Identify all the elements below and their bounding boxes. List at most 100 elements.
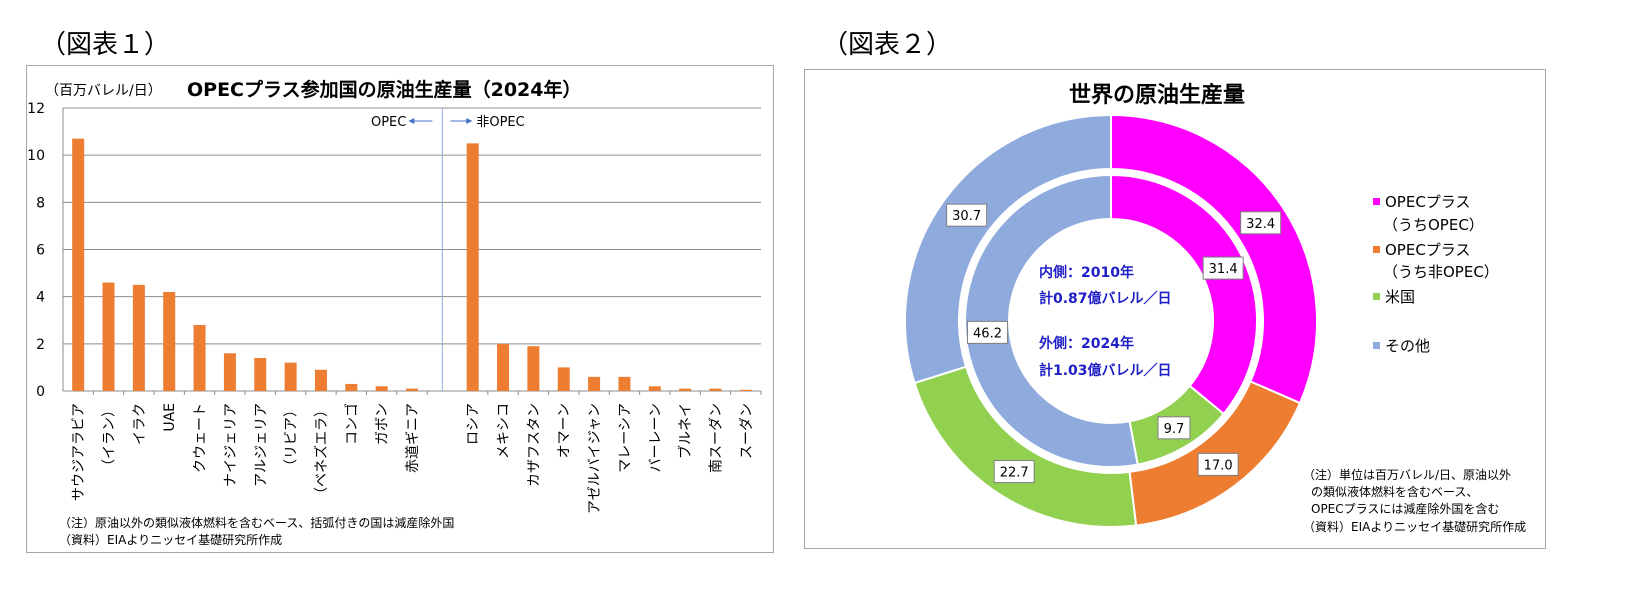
y-tick-label: 0 <box>36 384 45 400</box>
x-tick-label: コンゴ <box>343 403 360 445</box>
data-label-box <box>1197 452 1239 476</box>
bar <box>406 388 418 391</box>
y-tick-label: 2 <box>36 337 45 353</box>
data-label: 30.7 <box>952 209 981 224</box>
x-tick-label: アルジェリア <box>253 403 269 487</box>
figure1-source: （資料）EIAよりニッセイ基礎研究所作成 <box>59 532 282 547</box>
figure2-note-1: （注）単位は百万バレル/日、原油以外 <box>1303 467 1511 482</box>
x-tick-label: オマーン <box>557 403 573 458</box>
opec-marker: OPEC <box>371 115 406 130</box>
legend-swatch <box>1373 293 1380 300</box>
y-tick-label: 12 <box>27 101 45 117</box>
legend-sublabel: （うち非OPEC） <box>1383 263 1499 281</box>
bar <box>102 282 115 391</box>
donut-slice <box>964 173 1139 468</box>
bar <box>163 291 176 391</box>
arrow-right-head <box>466 118 473 124</box>
data-label: 17.0 <box>1204 458 1233 473</box>
legend-swatch <box>1373 198 1380 205</box>
x-tick-label: ロシア <box>466 403 482 445</box>
legend-swatch <box>1373 342 1380 349</box>
center-outer-2: 計1.03億バレル／日 <box>1039 362 1172 379</box>
x-tick-label: カザフスタン <box>526 403 542 487</box>
figure1-note: （注）原油以外の類似液体燃料を含むベース、括弧付きの国は減産除外国 <box>59 515 454 530</box>
center-inner-1: 内側：2010年 <box>1039 264 1134 281</box>
legend-label: 米国 <box>1385 288 1415 306</box>
data-label-box <box>1240 211 1282 235</box>
figure2-label: （図表２） <box>822 30 953 60</box>
legend-sublabel: （うちOPEC） <box>1383 216 1484 234</box>
x-tick-label: サウジアラビア <box>71 403 87 501</box>
data-label: 32.4 <box>1246 217 1275 232</box>
figure2-panel: 世界の原油生産量 31.4 9.7 46.2 32.4 17.0 22.7 30.7 内側：20… <box>804 69 1546 549</box>
x-tick-label: （ベネズエラ） <box>314 403 330 501</box>
bar <box>679 388 692 391</box>
bar <box>223 353 236 391</box>
bar <box>557 367 570 391</box>
bar <box>466 143 479 391</box>
chart-title: 世界の原油生産量 <box>1069 82 1245 108</box>
figure2-source: （資料）EIAよりニッセイ基礎研究所作成 <box>1303 519 1526 534</box>
donut-slice <box>1110 173 1258 416</box>
x-tick-label: バーレーン <box>648 403 664 472</box>
bar <box>314 369 327 391</box>
chart-title: OPECプラス参加国の原油生産量（2024年） <box>187 78 582 101</box>
x-tick-label: 赤道ギニア <box>405 403 421 473</box>
bar <box>618 376 631 391</box>
x-tick-label: （イラン） <box>102 403 118 473</box>
x-tick-label: スーダン <box>739 403 755 459</box>
x-tick-label: マレーシア <box>617 403 633 473</box>
x-tick-label: UAE <box>162 403 178 432</box>
arrow-left-head <box>408 118 415 124</box>
bar <box>497 343 510 391</box>
figure1-panel: （百万バレル/日） OPECプラス参加国の原油生産量（2024年） 0 2 4 6 8 10 1… <box>26 65 774 553</box>
x-tick-label: メキシコ <box>496 403 512 459</box>
x-tick-label: クウェート <box>193 403 209 473</box>
bar <box>375 386 388 391</box>
donut-slice <box>1110 113 1318 405</box>
x-tick-label: アゼルバイジャン <box>587 403 603 514</box>
bar <box>588 376 601 391</box>
data-label: 9.7 <box>1164 422 1185 437</box>
x-tick-label: ガボン <box>375 403 391 445</box>
bar <box>709 388 722 391</box>
bar <box>72 138 85 391</box>
data-label-box <box>1202 256 1244 280</box>
data-label-box <box>967 320 1009 344</box>
legend-label: OPECプラス <box>1385 193 1471 211</box>
bar <box>132 284 145 391</box>
data-label: 31.4 <box>1209 262 1238 277</box>
y-axis-unit: （百万バレル/日） <box>45 83 162 99</box>
data-label-box <box>993 460 1035 484</box>
legend-label: その他 <box>1385 337 1430 355</box>
donut-slice <box>904 113 1112 385</box>
bar <box>648 386 661 391</box>
y-tick-label: 6 <box>36 243 45 259</box>
figure2-note-3: OPECプラスには減産除外国を含む <box>1311 501 1499 516</box>
data-label: 22.7 <box>1000 466 1029 481</box>
nonopec-marker: 非OPEC <box>476 115 524 130</box>
center-inner-2: 計0.87億バレル／日 <box>1039 290 1172 307</box>
figure2-note-2: の類似液体燃料を含むベース、 <box>1311 484 1478 499</box>
x-tick-label: 南スーダン <box>708 403 724 473</box>
legend-swatch <box>1373 246 1380 253</box>
donut-chart: 世界の原油生産量 31.4 9.7 46.2 32.4 17.0 22.7 30.7 内側：20… <box>904 82 1526 534</box>
y-tick-label: 10 <box>27 148 45 164</box>
figure1-label: （図表１） <box>40 30 171 60</box>
bar <box>254 357 267 391</box>
bar <box>345 383 358 391</box>
y-tick-label: 4 <box>36 290 45 306</box>
x-tick-label: イラク <box>132 403 148 445</box>
x-tick-label: （リビア） <box>284 403 300 473</box>
y-tick-label: 8 <box>36 195 45 211</box>
data-label: 46.2 <box>973 326 1002 341</box>
data-label-box <box>946 203 988 227</box>
bar-chart: （百万バレル/日） OPECプラス参加国の原油生産量（2024年） 0 2 4 6 8 10 1… <box>27 78 762 547</box>
x-tick-label: ブルネイ <box>677 403 694 459</box>
center-outer-1: 外側：2024年 <box>1039 335 1134 352</box>
x-tick-label: ナイジェリア <box>223 403 239 487</box>
bar <box>193 324 206 391</box>
bar <box>284 362 297 391</box>
bar <box>527 346 540 391</box>
data-label-box <box>1157 416 1191 440</box>
